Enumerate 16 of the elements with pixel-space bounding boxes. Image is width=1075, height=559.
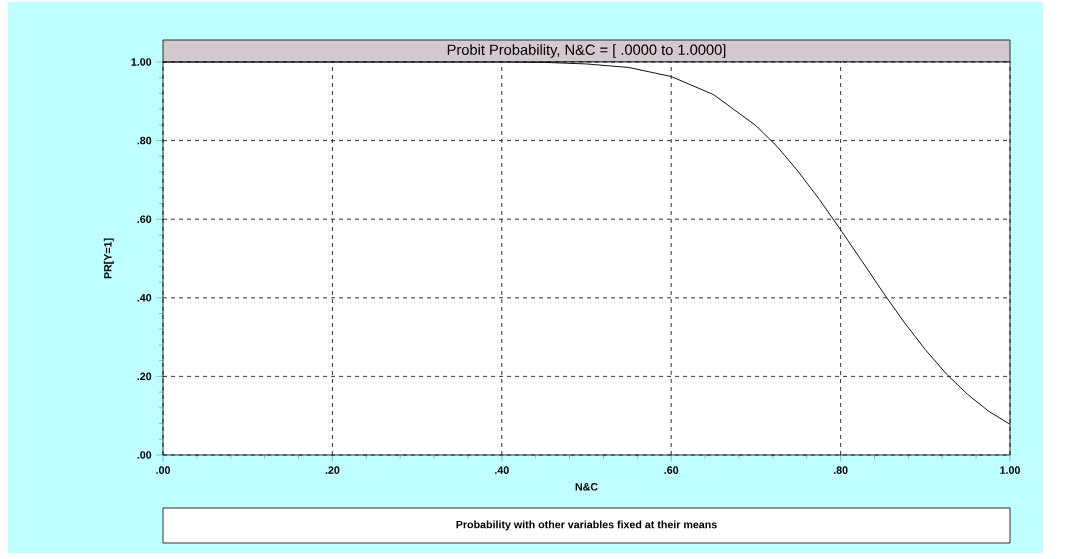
x-tick-label: .60 bbox=[664, 466, 679, 474]
y-tick-label: .00 bbox=[137, 451, 152, 459]
y-tick-label: .80 bbox=[137, 136, 152, 145]
y-tick-label: .40 bbox=[137, 294, 152, 302]
y-tick-label: .60 bbox=[137, 215, 152, 223]
x-tick-label: .80 bbox=[833, 466, 848, 474]
x-tick-label: .20 bbox=[325, 466, 340, 474]
x-tick-label: 1.00 bbox=[1000, 466, 1020, 474]
text: Probability with other variables fixed at their means bbox=[456, 520, 717, 531]
x-tick-label: .40 bbox=[495, 466, 509, 474]
x-axis-title: N&C bbox=[575, 483, 598, 491]
x-tick-label: .00 bbox=[156, 466, 170, 474]
y-tick-label: 1.00 bbox=[131, 58, 152, 66]
y-axis-title: PR[Y=1] bbox=[103, 238, 114, 279]
y-tick-label: .20 bbox=[137, 372, 152, 381]
chart-title: Probit Probability, N&C = [ .0000 to 1.0000] bbox=[447, 44, 726, 58]
